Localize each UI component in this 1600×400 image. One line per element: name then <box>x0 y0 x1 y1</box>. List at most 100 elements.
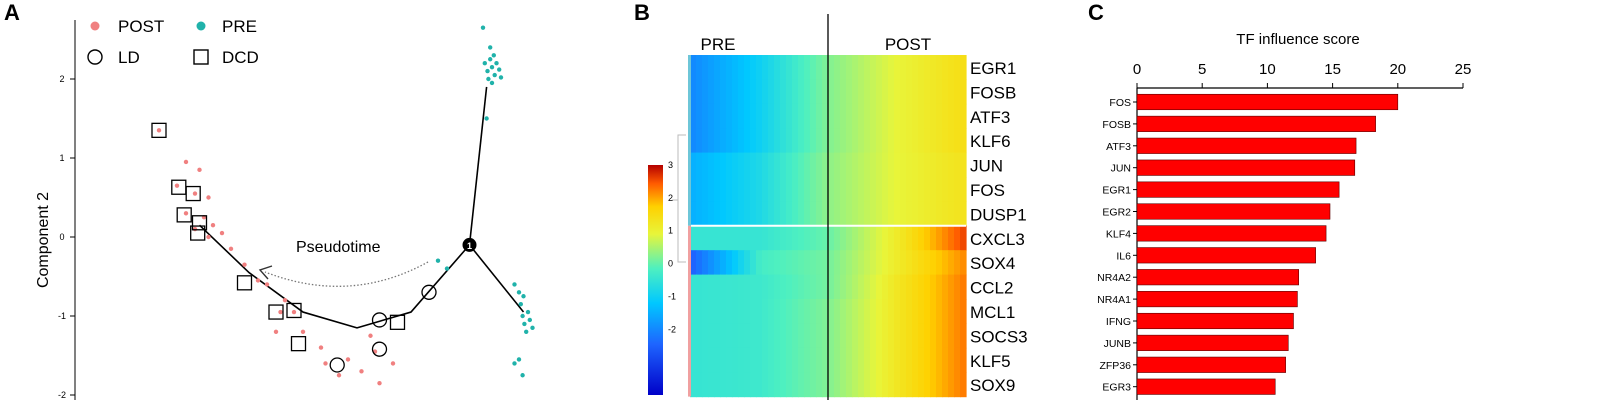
heatmap-cell <box>930 55 937 80</box>
dcd-marker <box>171 179 187 195</box>
post-point <box>206 234 211 240</box>
heatmap-cell <box>876 55 883 80</box>
heatmap-cell <box>708 250 715 276</box>
heatmap-cell <box>738 128 745 154</box>
heatmap-cell <box>852 79 859 105</box>
dcd-marker <box>389 314 406 330</box>
heatmap-cell <box>744 55 751 80</box>
heatmap-cell <box>924 274 931 300</box>
heatmap-cell <box>780 128 787 154</box>
heatmap-cell <box>804 55 811 80</box>
heatmap-cell <box>822 299 829 324</box>
heatmap-cell <box>696 152 703 178</box>
heatmap-cell <box>690 55 697 80</box>
heatmap-cell <box>708 103 715 129</box>
pre-point <box>488 57 493 62</box>
heatmap-cell <box>912 274 919 300</box>
post-point <box>336 373 342 378</box>
heatmap-cell <box>804 103 811 129</box>
heatmap-cell <box>936 128 943 154</box>
heatmap-cell <box>864 177 871 202</box>
pre-point <box>485 68 490 74</box>
heatmap-cell <box>906 372 913 398</box>
legend-ld-swatch <box>87 49 103 65</box>
pre-point <box>482 61 487 66</box>
heatmap-cell <box>906 323 913 349</box>
heatmap-cell <box>912 128 919 154</box>
dcd-marker <box>236 275 253 291</box>
pseudotime-arrowhead <box>258 265 273 280</box>
heatmap-cell <box>942 201 949 227</box>
colorbar-tick-label: -2 <box>668 324 676 334</box>
heatmap-cell <box>840 177 847 202</box>
heatmap-cell <box>720 250 727 276</box>
heatmap-cell <box>840 250 847 276</box>
heatmap-cell <box>810 250 817 276</box>
heatmap-cell <box>840 55 847 80</box>
row-label: MCL1 <box>970 303 1015 322</box>
heatmap-cell <box>720 177 727 202</box>
legend-dcd-swatch <box>193 49 209 65</box>
pre-point <box>489 80 495 86</box>
heatmap-cell <box>948 152 955 178</box>
heatmap-cell <box>822 152 829 178</box>
heatmap-cell <box>708 347 715 373</box>
heatmap-cell <box>816 152 823 178</box>
heatmap-cell <box>924 55 931 80</box>
heatmap-cell <box>936 103 943 129</box>
heatmap-cell <box>906 128 913 154</box>
heatmap-cell <box>768 177 775 202</box>
heatmap-cell <box>888 274 895 300</box>
pre-point <box>520 313 525 319</box>
post-point <box>345 357 351 362</box>
heatmap-cell <box>804 372 811 398</box>
legend-dcd-label: DCD <box>222 48 259 67</box>
heatmap-cell <box>756 347 763 373</box>
pre-point <box>530 325 535 331</box>
heatmap-cell <box>696 250 703 276</box>
heatmap-cell <box>756 299 763 324</box>
heatmap-cell <box>888 177 895 202</box>
heatmap-cell <box>840 79 847 105</box>
post-point <box>300 329 306 334</box>
post-point <box>183 211 189 216</box>
x-tick-label: 20 <box>1389 61 1406 78</box>
heatmap-cell <box>894 372 901 398</box>
post-point <box>273 329 279 334</box>
heatmap-cell <box>738 323 745 349</box>
pseudotime-arrow-path <box>264 261 429 287</box>
heatmap-cell <box>726 299 733 324</box>
heatmap-cell <box>708 274 715 300</box>
heatmap-cell <box>936 274 943 300</box>
heatmap-cell <box>726 177 733 202</box>
heatmap-cell <box>804 250 811 276</box>
heatmap-cell <box>756 79 763 105</box>
heatmap-cell <box>732 225 739 251</box>
pre-point <box>492 72 497 78</box>
category-label: ZFP36 <box>1099 360 1131 372</box>
heatmap-cell <box>816 128 823 154</box>
heatmap-cell <box>924 152 931 178</box>
heatmap-cell <box>894 250 901 276</box>
heatmap-cell <box>750 103 757 129</box>
heatmap-cell <box>786 177 793 202</box>
heatmap-cell <box>828 372 835 398</box>
pre-point <box>522 321 527 327</box>
heatmap-cell <box>930 201 937 227</box>
heatmap-cell <box>900 250 907 276</box>
bar <box>1136 312 1294 330</box>
heatmap-cell <box>690 177 697 202</box>
heatmap-cell <box>942 225 949 251</box>
heatmap-cell <box>738 347 745 373</box>
heatmap-cell <box>786 372 793 398</box>
heatmap-cell <box>924 79 931 105</box>
heatmap-cell <box>768 347 775 373</box>
heatmap-cell <box>888 372 895 398</box>
post-point <box>228 246 234 252</box>
heatmap-cell <box>798 128 805 154</box>
heatmap-cell <box>960 250 967 276</box>
heatmap-cell <box>936 225 943 251</box>
heatmap-cell <box>852 274 859 300</box>
legend-post-label: POST <box>118 17 164 36</box>
post-point <box>264 282 270 287</box>
